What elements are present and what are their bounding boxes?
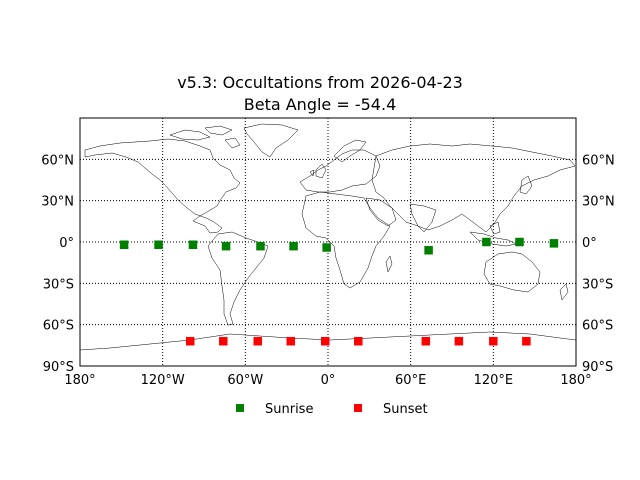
sunrise-marker	[221, 241, 231, 251]
y-tick-label-left: 0°	[59, 236, 74, 251]
sunset-marker	[185, 336, 195, 346]
y-tick-label-right: 60°S	[582, 319, 613, 334]
australia-coastline	[483, 251, 541, 293]
scandinavia-coastline	[333, 139, 367, 163]
sunrise-marker	[322, 243, 331, 252]
sunset-marker	[522, 336, 531, 346]
axis-tick-labels: 180° 120°W 60°W 0° 60°E 120°E 180° 60°N 60°N 30°N…	[41, 153, 615, 388]
antarctica-coastline	[79, 331, 577, 351]
y-tick-label-left: 30°N	[41, 195, 74, 210]
legend-sunrise-swatch	[236, 404, 244, 412]
x-tick-label: 180°	[64, 373, 95, 388]
sunrise-marker	[119, 240, 129, 250]
sunrise-marker	[154, 240, 163, 250]
y-tick-label-right: 30°N	[582, 195, 615, 210]
sunset-marker	[320, 336, 330, 346]
x-tick-label: 0°	[321, 373, 336, 388]
y-tick-label-right: 90°S	[582, 360, 613, 375]
map-frame	[79, 117, 577, 367]
north-america-coastline	[84, 138, 241, 234]
x-tick-label: 60°E	[395, 373, 426, 388]
sunset-marker	[253, 336, 262, 346]
africa-coastline	[301, 191, 391, 289]
sunrise-marker	[289, 241, 298, 251]
x-tick-label: 60°W	[227, 373, 263, 388]
y-tick-label-right: 0°	[582, 236, 597, 251]
sunrise-marker	[256, 241, 265, 251]
arabian-peninsula	[365, 197, 397, 227]
sunset-marker	[454, 336, 464, 346]
asia-coastline	[371, 143, 576, 233]
sunset-marker	[489, 336, 498, 346]
x-tick-label: 120°W	[141, 373, 185, 388]
legend-sunrise-label: Sunrise	[265, 402, 313, 417]
y-tick-label-right: 60°N	[582, 153, 615, 168]
sunrise-marker	[549, 239, 559, 248]
occultation-markers	[119, 237, 559, 346]
legend-sunset-label: Sunset	[383, 402, 428, 417]
y-tick-label-left: 60°S	[43, 319, 74, 334]
y-tick-label-left: 90°S	[43, 360, 74, 375]
sunset-marker	[421, 336, 431, 346]
indian-subcontinent	[409, 203, 437, 233]
madagascar	[385, 255, 393, 273]
chart-legend: Sunrise Sunset	[236, 402, 428, 417]
europe-coastline	[299, 149, 381, 193]
british-isles	[309, 163, 327, 179]
canadian-arctic-islands	[169, 125, 241, 149]
legend-sunset-swatch	[354, 404, 362, 412]
world-map-basemap	[79, 123, 577, 351]
chart-subtitle: Beta Angle = -54.4	[243, 95, 397, 114]
chart-title: v5.3: Occultations from 2026-04-23	[177, 73, 463, 92]
y-tick-label-right: 30°S	[582, 277, 613, 292]
new-zealand	[559, 283, 569, 301]
sunrise-marker	[515, 237, 524, 247]
x-tick-label: 120°E	[474, 373, 514, 388]
greenland-coastline	[243, 123, 299, 158]
japan-islands	[519, 175, 533, 195]
y-tick-label-left: 30°S	[43, 277, 74, 292]
sunrise-marker	[482, 237, 491, 247]
map-border	[79, 117, 577, 367]
sunrise-marker	[424, 246, 433, 255]
sunrise-marker	[188, 240, 198, 250]
sunset-marker	[286, 336, 296, 346]
x-tick-label: 180°	[560, 373, 591, 388]
y-tick-label-left: 60°N	[41, 153, 74, 168]
sunset-marker	[219, 336, 228, 346]
sunset-marker	[354, 336, 363, 346]
